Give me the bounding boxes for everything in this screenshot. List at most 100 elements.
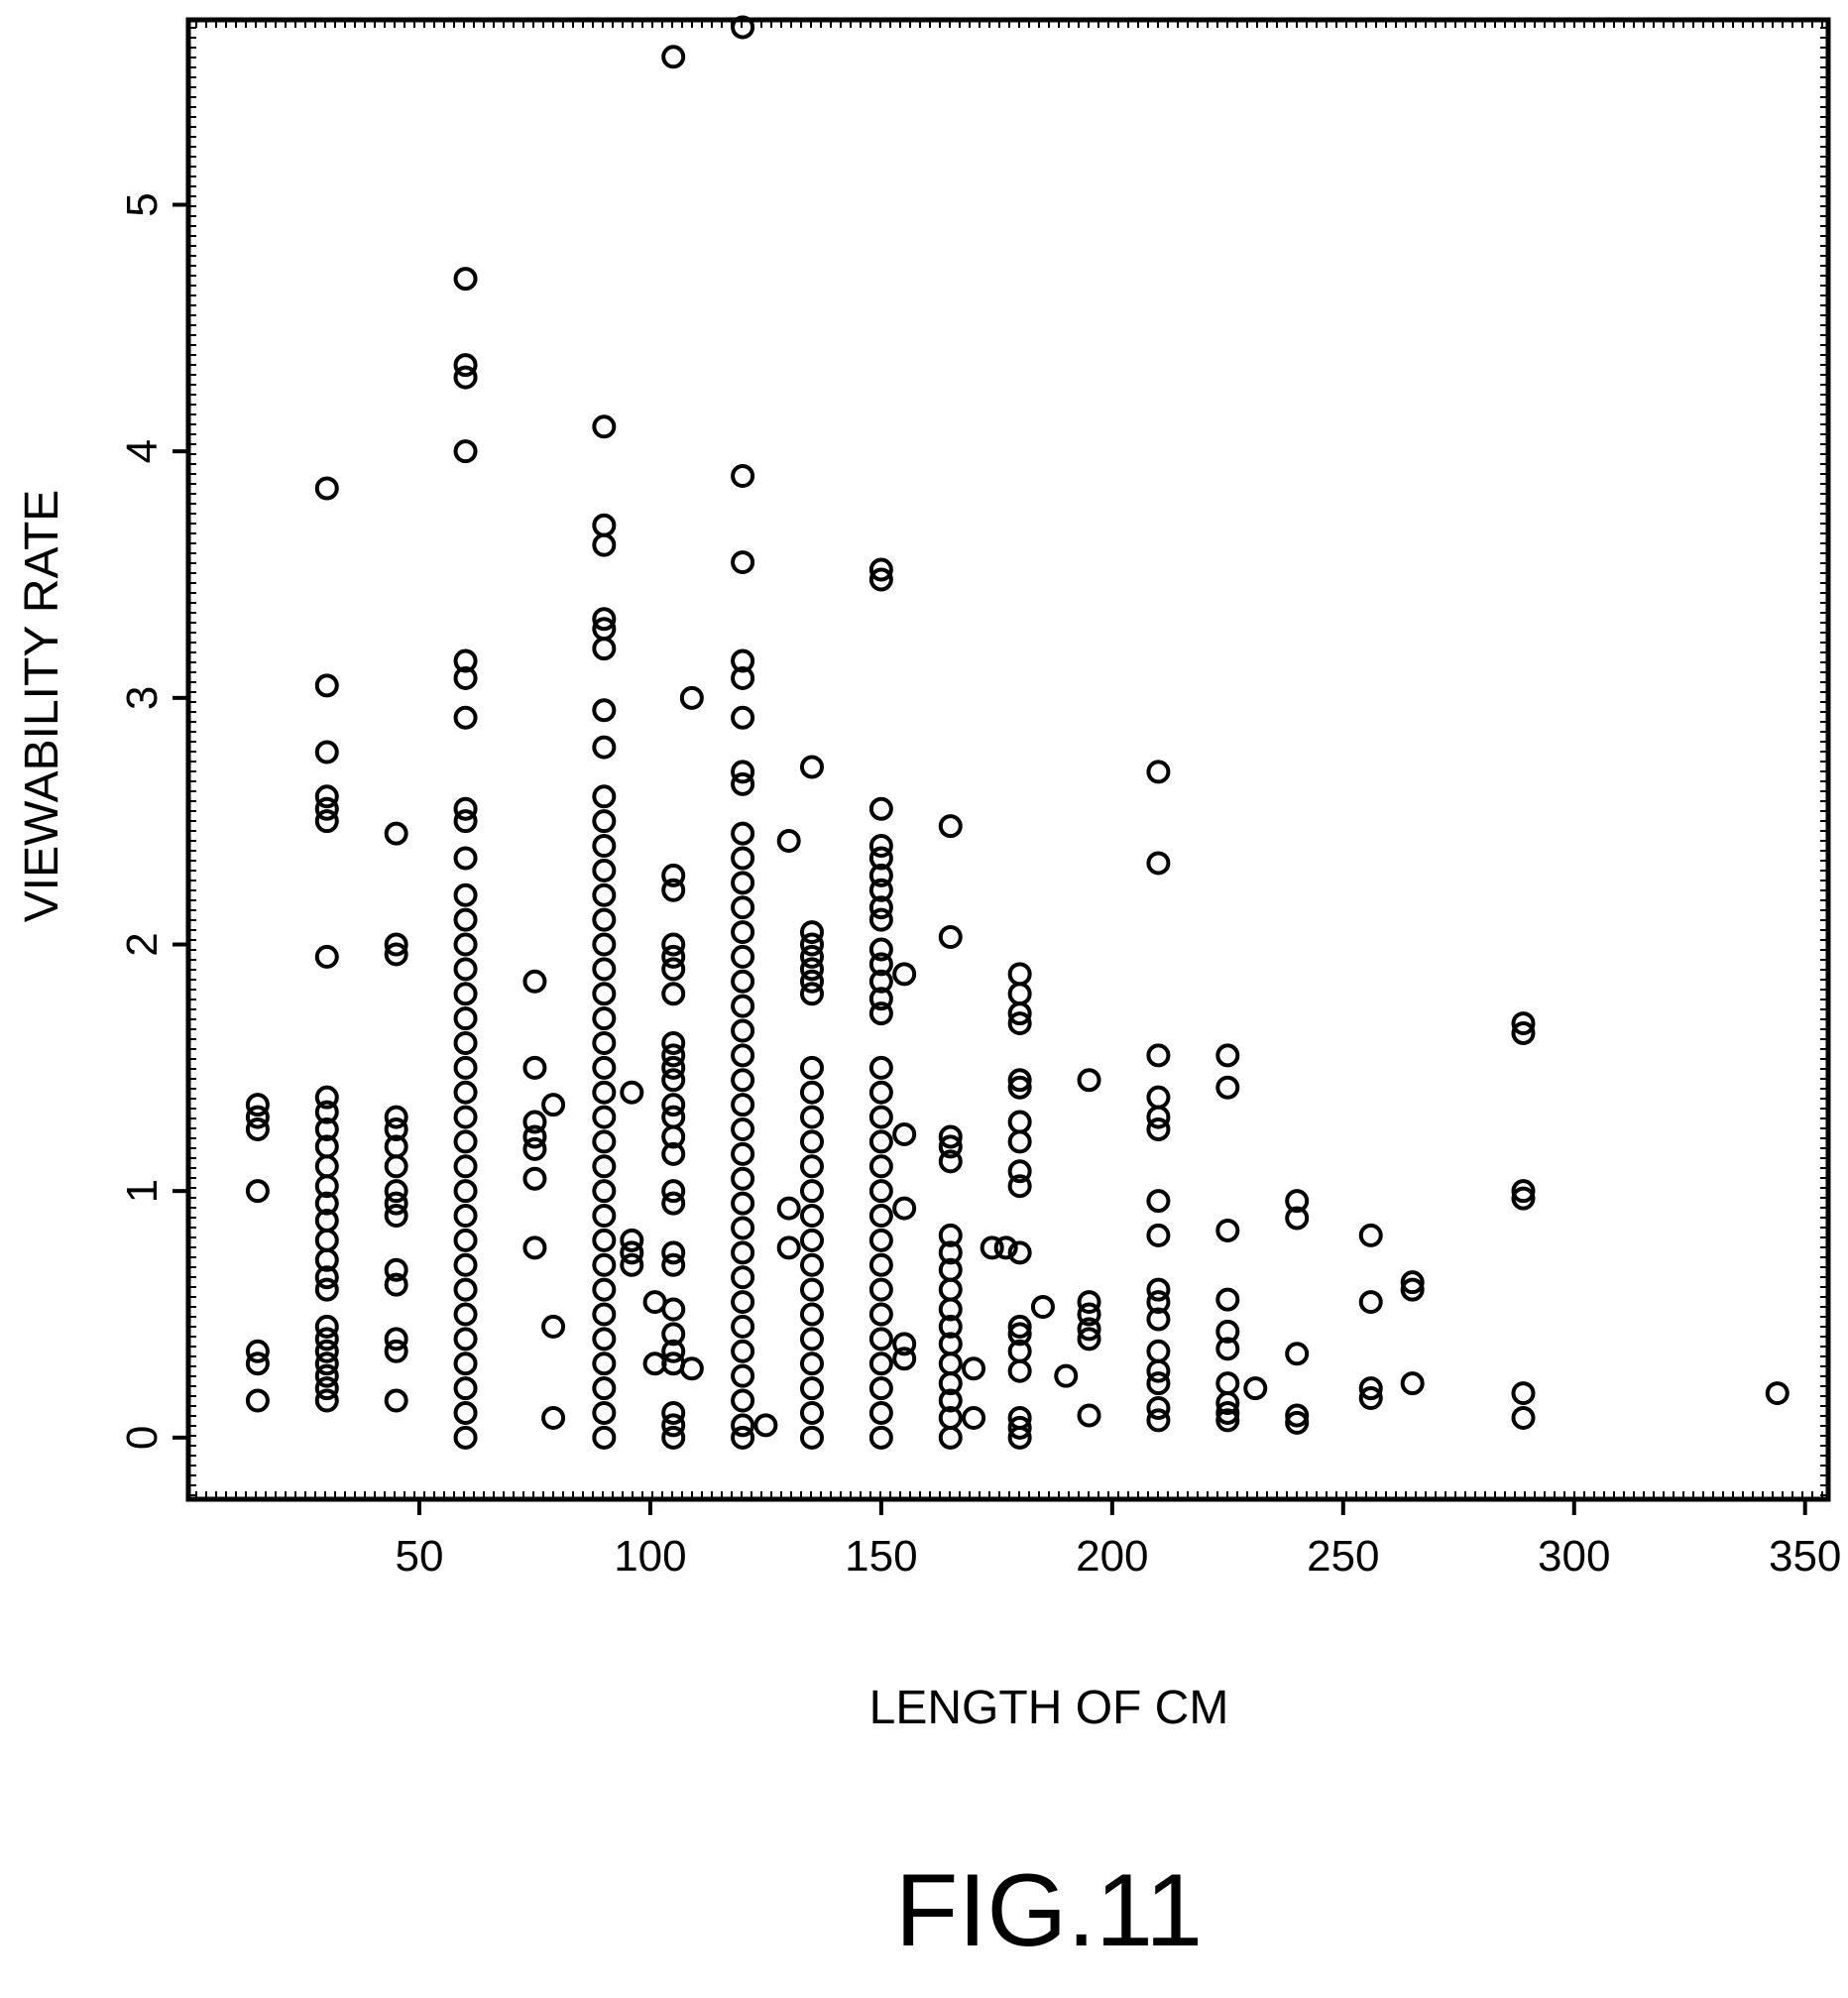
- x-tick-label: 50: [395, 1532, 443, 1581]
- data-point: [731, 1117, 755, 1141]
- data-point: [1007, 1174, 1032, 1199]
- data-point: [868, 1376, 893, 1401]
- data-point: [245, 1388, 270, 1413]
- data-point: [384, 1179, 408, 1204]
- data-point: [731, 1043, 755, 1068]
- data-point: [868, 937, 893, 962]
- data-point: [661, 932, 686, 957]
- data-point: [314, 944, 339, 969]
- data-point: [938, 1124, 963, 1149]
- y-tick-label: 3: [118, 686, 167, 710]
- data-point: [314, 1327, 339, 1352]
- figure-caption: FIG.11: [895, 1853, 1203, 1968]
- y-axis: 0 1 2 3 4 5: [118, 192, 188, 1450]
- data-point: [661, 1413, 686, 1438]
- data-point: [799, 1425, 824, 1450]
- data-point: [868, 1302, 893, 1327]
- data-point: [731, 760, 755, 784]
- data-point: [1511, 1021, 1536, 1046]
- data-point: [453, 1252, 478, 1277]
- data-point: [799, 1352, 824, 1376]
- data-point: [1077, 1068, 1101, 1093]
- data-point: [453, 648, 478, 673]
- data-point: [453, 1030, 478, 1055]
- data-point: [592, 1400, 617, 1425]
- data-point: [314, 740, 339, 764]
- data-point: [1007, 1322, 1032, 1347]
- data-point: [938, 1297, 963, 1322]
- data-point: [453, 982, 478, 1006]
- data-point: [868, 1425, 893, 1450]
- data-point: [661, 1339, 686, 1363]
- data-point: [868, 1327, 893, 1352]
- data-point: [592, 858, 617, 882]
- data-point: [731, 1363, 755, 1388]
- data-point: [522, 1235, 547, 1260]
- data-point: [868, 796, 893, 821]
- x-tick-label: 300: [1538, 1532, 1610, 1581]
- data-point: [1146, 1371, 1171, 1396]
- y-tick-label: 4: [118, 439, 167, 463]
- data-point: [938, 1371, 963, 1396]
- data-point: [868, 969, 893, 994]
- data-point: [453, 1400, 478, 1425]
- data-point: [453, 1352, 478, 1376]
- data-point: [453, 1327, 478, 1352]
- data-point: [1358, 1376, 1383, 1401]
- data-point: [1215, 1287, 1240, 1312]
- data-point: [1146, 1189, 1171, 1214]
- data-point: [731, 1216, 755, 1240]
- data-point: [661, 878, 686, 902]
- data-point: [938, 1352, 963, 1376]
- data-point: [314, 1314, 339, 1339]
- data-point: [799, 755, 824, 779]
- data-point: [1077, 1317, 1101, 1342]
- data-point: [868, 1080, 893, 1105]
- data-point: [1511, 1186, 1536, 1211]
- data-point: [245, 1117, 270, 1141]
- data-point: [1077, 1290, 1101, 1315]
- data-point: [868, 952, 893, 977]
- data-point: [592, 1352, 617, 1376]
- data-point: [592, 1204, 617, 1229]
- data-point: [453, 439, 478, 464]
- data-point: [453, 1376, 478, 1401]
- data-point: [731, 771, 755, 796]
- data-point: [868, 1179, 893, 1204]
- data-point: [245, 1093, 270, 1117]
- data-point: [592, 834, 617, 859]
- data-point: [938, 1388, 963, 1413]
- x-tick-label: 250: [1307, 1532, 1379, 1581]
- data-point: [799, 920, 824, 945]
- data-point: [384, 1272, 408, 1297]
- data-point: [1285, 1410, 1310, 1435]
- data-point: [1215, 1400, 1240, 1425]
- data-point: [1007, 962, 1032, 987]
- data-point: [938, 925, 963, 950]
- data-point: [453, 1179, 478, 1204]
- data-point: [384, 1105, 408, 1129]
- data-point: [868, 1228, 893, 1252]
- data-point: [868, 1204, 893, 1229]
- data-point: [799, 957, 824, 982]
- data-point: [731, 1018, 755, 1043]
- data-point: [453, 1154, 478, 1179]
- data-point: [314, 1117, 339, 1141]
- data-point: [592, 1006, 617, 1031]
- data-point: [799, 1105, 824, 1129]
- data-point: [314, 784, 339, 809]
- data-point: [592, 1425, 617, 1450]
- data-point: [1511, 1179, 1536, 1204]
- data-point: [384, 1339, 408, 1363]
- y-tick-label: 1: [118, 1179, 167, 1203]
- data-point: [731, 464, 755, 489]
- data-point: [731, 1166, 755, 1191]
- data-point: [731, 895, 755, 920]
- data-point: [245, 1352, 270, 1376]
- data-point: [799, 1376, 824, 1401]
- x-axis: 50 100 150 200 250 300 350: [395, 1499, 1841, 1581]
- data-point: [731, 1240, 755, 1265]
- data-point: [892, 1196, 917, 1221]
- data-point: [620, 1080, 644, 1105]
